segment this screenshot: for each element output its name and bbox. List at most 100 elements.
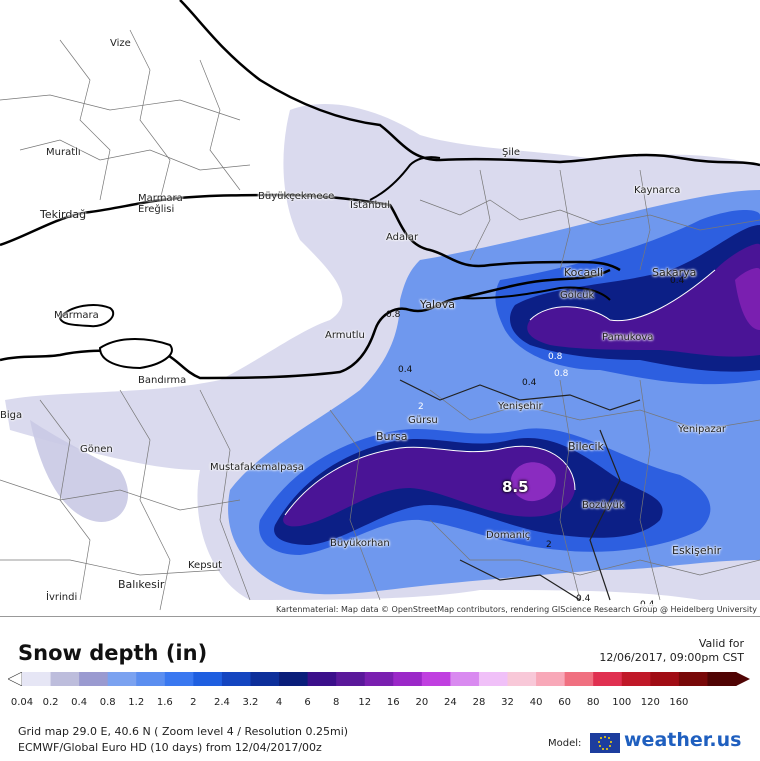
scale-swatch	[421, 672, 451, 686]
contour-value-label: 2	[546, 540, 552, 550]
legend-panel: Snow depth (in) Valid for 12/06/2017, 09…	[0, 616, 760, 761]
scale-tick-label: 6	[304, 697, 311, 708]
scale-tick-label: 12	[358, 697, 372, 708]
city-label-marmara-ereglisi: Marmara Ereğlisi	[138, 193, 183, 215]
valid-for-label: Valid for	[698, 637, 744, 650]
grid-info: Grid map 29.0 E, 40.6 N ( Zoom level 4 /…	[18, 725, 349, 738]
scale-tick-label: 16	[386, 697, 400, 708]
scale-swatch	[50, 672, 80, 686]
city-label-sakarya: Sakarya	[652, 266, 697, 279]
scale-swatch	[279, 672, 309, 686]
scale-tick-label: 0.8	[99, 697, 116, 708]
city-label-marmara: Marmara	[54, 310, 99, 321]
province-borders	[399, 379, 641, 601]
scale-tick-label: 24	[444, 697, 457, 708]
scale-arrow-right	[736, 672, 750, 686]
city-label-kaynarca: Kaynarca	[634, 185, 681, 196]
city-label-golcuk: Gölcük	[560, 290, 595, 301]
city-label-bilecik: Bilecik	[568, 440, 604, 453]
snow-area-light-2	[30, 420, 129, 522]
contour-value-label: 0.4	[398, 365, 413, 375]
scale-tick-label: 0.2	[42, 697, 59, 708]
scale-swatch	[221, 672, 251, 686]
brand-logo[interactable]: weather.us	[624, 729, 742, 751]
scale-swatch	[678, 672, 708, 686]
city-label-sile: Şile	[502, 147, 521, 158]
scale-tick-label: 0.4	[71, 697, 88, 708]
contour-value-label: 0.4	[522, 378, 537, 388]
city-label-adalar: Adalar	[386, 232, 419, 243]
marmara-island	[58, 304, 115, 328]
scale-swatch	[193, 672, 223, 686]
snow-area-magenta	[735, 268, 760, 330]
scale-swatch	[336, 672, 366, 686]
scale-tick-label: 100	[612, 697, 632, 708]
city-label-pamukova: Pamukova	[602, 332, 654, 343]
scale-swatch	[393, 672, 423, 686]
contour-value-label: 0.4	[670, 276, 685, 286]
scale-swatch	[22, 672, 52, 686]
scale-arrow-left	[8, 672, 23, 686]
scale-swatch	[107, 672, 137, 686]
scale-tick-label: 32	[501, 697, 514, 708]
contour-value-label: 0.8	[386, 310, 401, 320]
color-scale-labels: 0.04 0.2 0.4 0.8 1.2 1.6 2 2.4 3.2 4 6 8 12 16 20 24 28 3…	[11, 697, 748, 711]
scale-swatch	[478, 672, 509, 686]
scale-swatch	[593, 672, 623, 686]
coastline-black-sea	[179, 0, 760, 167]
city-label-tekirdag: Tekirdağ	[40, 208, 87, 221]
map-attribution: Kartenmaterial: Map data © OpenStreetMap…	[272, 604, 760, 616]
city-label-yenipazar: Yenipazar	[678, 424, 727, 435]
kapidag-peninsula	[98, 338, 173, 370]
valid-time: 12/06/2017, 09:00pm CST	[599, 651, 744, 664]
scale-swatch	[450, 672, 480, 686]
scale-tick-label: 2	[190, 697, 197, 708]
scale-tick-label: 4	[275, 697, 283, 708]
legend-title: Snow depth (in)	[18, 641, 208, 665]
scale-swatch	[250, 672, 280, 686]
city-label-domanic: Domaniç	[486, 530, 531, 541]
scale-swatch	[364, 672, 394, 686]
city-label-buyukcekmece: Büyükçekmece	[258, 191, 335, 202]
city-label-vize: Vize	[110, 38, 131, 49]
city-label-yenisehir: Yenişehir	[498, 401, 543, 412]
scale-swatch	[136, 672, 166, 686]
scale-swatch	[164, 672, 194, 686]
color-scale-bar	[8, 672, 750, 686]
scale-tick-label: 120	[640, 697, 660, 708]
contour-value-label: 2	[418, 402, 424, 412]
scale-swatch	[564, 672, 594, 686]
scale-swatch	[307, 672, 337, 686]
city-label-biga: Biga	[0, 410, 23, 421]
scale-tick-label: 8	[332, 697, 340, 708]
golden-horn	[369, 156, 441, 201]
scale-tick-label: 60	[558, 697, 571, 708]
map-area[interactable]: Vize Muratlı Marmara Ereğlisi Büyükçekme…	[0, 0, 760, 616]
model-label: Model:	[548, 738, 582, 749]
city-label-muratli: Muratlı	[46, 147, 81, 158]
city-label-gursu: Gürsu	[408, 415, 438, 426]
scale-tick-label: 80	[586, 697, 600, 708]
scale-tick-label: 1.2	[128, 697, 145, 708]
scale-swatch	[79, 672, 109, 686]
scale-tick-label: 28	[472, 697, 486, 708]
city-label-istanbul: İstanbul	[350, 200, 391, 211]
snow-area-peak	[510, 462, 556, 502]
city-label-balikesir: Balıkesir	[118, 578, 165, 591]
city-label-buyukorhan: Büyükorhan	[330, 538, 390, 549]
contour-line	[284, 445, 576, 516]
scale-tick-label: 1.6	[156, 697, 173, 708]
scale-tick-label: 3.2	[242, 697, 259, 708]
scale-tick-label: 160	[669, 697, 689, 708]
scale-tick-label: 2.4	[213, 697, 230, 708]
scale-swatch	[650, 672, 680, 686]
city-label-yalova: Yalova	[420, 298, 455, 311]
city-label-kepsut: Kepsut	[188, 560, 223, 571]
contour-value-label: 0.4	[576, 594, 591, 604]
scale-swatch	[536, 672, 566, 686]
scale-tick-label: 40	[529, 697, 543, 708]
peak-value-label: 8.5	[502, 478, 529, 496]
contour-value-label: 0.8	[548, 352, 563, 362]
izmit-gulf	[459, 286, 611, 301]
